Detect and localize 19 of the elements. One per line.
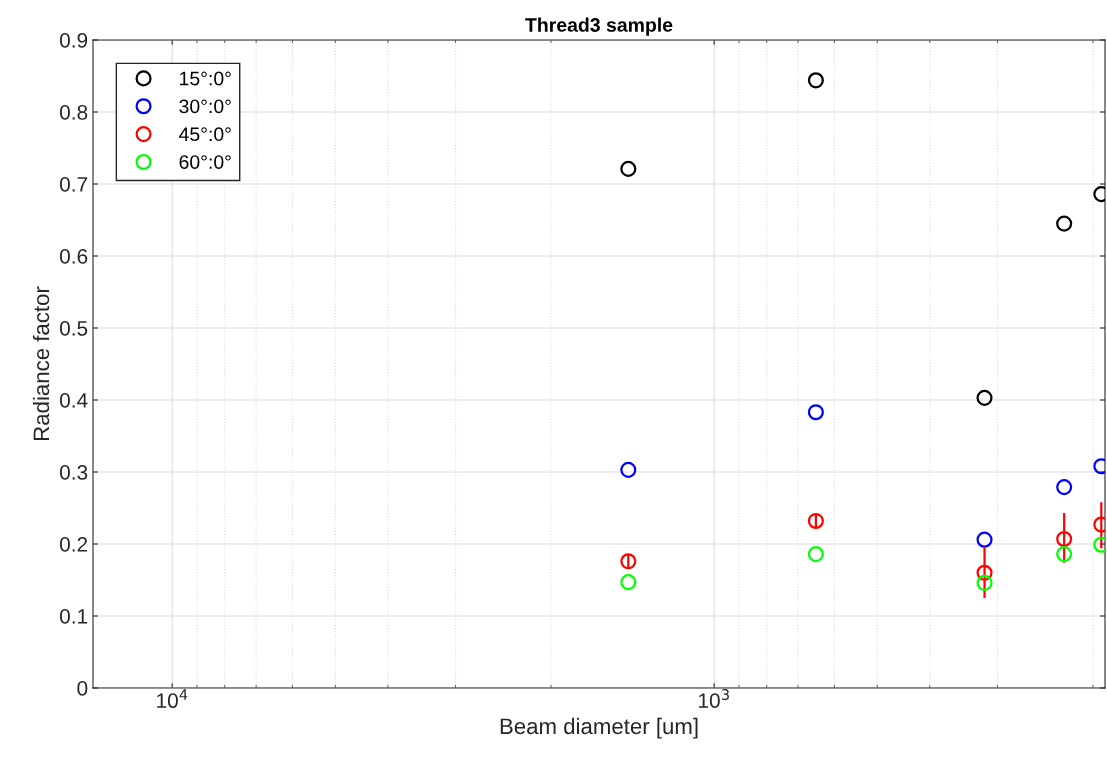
legend-label: 60°:0° [179,155,231,169]
y-tick-label: 0.7 [59,177,88,192]
legend-label: 30°:0° [179,99,231,114]
y-tick-label: 0.8 [59,105,88,120]
legend-label: 15°:0° [180,71,231,86]
y-tick-label: 0.1 [59,609,88,624]
y-tick-label: 0.2 [59,537,88,552]
y-tick-label: 0.4 [59,393,88,408]
y-tick-label: 0.9 [59,33,88,48]
y-tick-label: 0.3 [59,465,88,480]
y-tick-label: 0 [77,681,88,696]
x-tick-label: 10$^{3}$ [699,689,729,708]
y-tick-label: 0.6 [59,249,88,264]
x-axis-title: Beam diameter [um] [500,717,698,739]
y-axis-title: Radiance factor [32,286,50,440]
legend-label: 45°:0° [179,127,231,142]
y-tick-label: 0.5 [59,321,88,336]
x-tick-label: 10$^{4}$ [157,689,188,709]
chart-title: Thread3 sample [525,17,673,36]
